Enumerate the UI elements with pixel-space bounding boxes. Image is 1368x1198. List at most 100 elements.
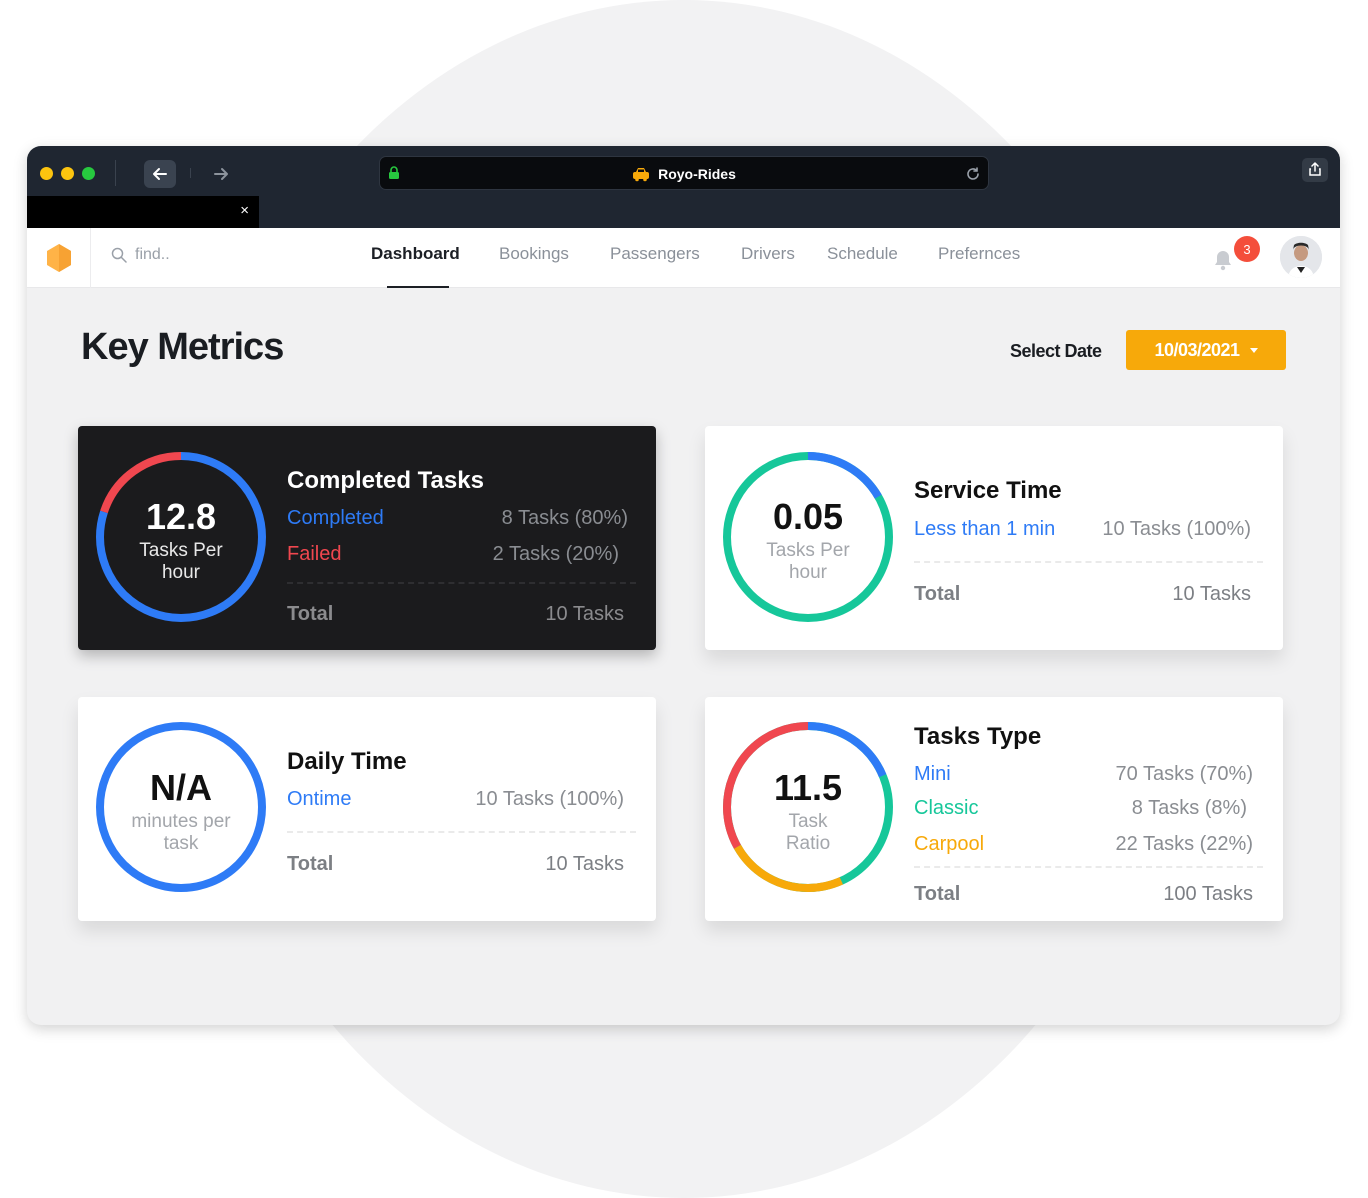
browser-window: Royo-Rides × find.. Dashboard Bookings P… [27, 146, 1340, 1025]
search-input[interactable]: find.. [135, 246, 170, 263]
divider [287, 831, 636, 833]
forward-button[interactable] [205, 160, 237, 188]
nav-dashboard[interactable]: Dashboard [371, 244, 460, 263]
nav-divider [190, 168, 191, 178]
search-box[interactable]: find.. [111, 246, 170, 264]
total-label: Total [914, 883, 961, 905]
user-avatar-icon [1280, 236, 1322, 278]
row-label-ontime: Ontime [287, 788, 352, 810]
daily-time-ring [96, 722, 266, 892]
row-label-failed: Failed [287, 543, 342, 565]
share-button[interactable] [1302, 158, 1328, 182]
page-title: Key Metrics [81, 326, 284, 368]
titlebar-divider [115, 160, 116, 186]
ring-center: 11.5 Task Ratio [721, 767, 895, 855]
app-logo[interactable] [27, 228, 91, 288]
service-time-ring [723, 452, 893, 622]
ring-segment-failed [96, 452, 266, 622]
ring-subtitle-2: hour [161, 562, 201, 583]
window-close-dot[interactable] [40, 167, 53, 180]
date-value: 10/03/2021 [1154, 339, 1240, 360]
row-value-less-than-1-min: 10 Tasks (100%) [1102, 518, 1251, 540]
address-bar[interactable]: Royo-Rides [379, 156, 989, 190]
ring-subtitle-1: Tasks Per [766, 540, 850, 561]
date-picker-button[interactable]: 10/03/2021 [1126, 330, 1286, 370]
ring-value: 0.05 [772, 496, 844, 537]
total-label: Total [287, 603, 334, 625]
avatar[interactable] [1280, 236, 1322, 278]
select-date-label: Select Date [1010, 341, 1102, 361]
notification-badge: 3 [1234, 236, 1260, 262]
caret-down-icon [1249, 347, 1258, 353]
completed-tasks-card: 12.8 Tasks Per hour Completed Tasks Comp… [78, 426, 656, 650]
hexagon-logo-icon [46, 244, 71, 272]
ring-center: 0.05 Tasks Per hour [721, 496, 895, 584]
row-value-classic: 8 Tasks (8%) [1131, 797, 1247, 819]
tab-close-icon[interactable]: × [240, 202, 249, 219]
row-value-completed: 8 Tasks (80%) [501, 507, 628, 529]
ring-value: 11.5 [773, 767, 843, 808]
ring-segment-carpool [723, 722, 893, 892]
tasks-type-card: 11.5 Task Ratio Tasks Type Mini 70 Tasks… [705, 697, 1283, 921]
total-label: Total [914, 583, 961, 605]
ring-center: 12.8 Tasks Per hour [94, 496, 268, 584]
share-icon [1309, 162, 1321, 176]
total-value: 10 Tasks [1172, 583, 1251, 605]
ring-value: N/A [150, 767, 212, 808]
row-label-mini: Mini [914, 763, 951, 785]
back-button[interactable] [144, 160, 176, 188]
site-title: Royo-Rides [658, 166, 736, 182]
app-header: find.. Dashboard Bookings Passengers Dri… [27, 228, 1340, 288]
divider [287, 582, 636, 584]
ring-segment-accent [723, 452, 893, 622]
ring-segment-red [723, 722, 893, 892]
arrow-right-icon [214, 168, 228, 180]
nav-active-indicator [387, 286, 449, 288]
window-minimize-dot[interactable] [61, 167, 74, 180]
service-time-card: 0.05 Tasks Per hour Service Time Less th… [705, 426, 1283, 650]
card-title: Service Time [914, 477, 1062, 504]
arrow-left-icon [153, 168, 167, 180]
card-title: Daily Time [287, 748, 407, 775]
row-label-classic: Classic [914, 797, 979, 819]
total-label: Total [287, 853, 334, 875]
nav-bookings[interactable]: Bookings [499, 244, 569, 263]
row-value-ontime: 10 Tasks (100%) [475, 788, 624, 810]
bell-icon[interactable] [1211, 248, 1235, 272]
daily-time-card: N/A minutes per task Daily Time Ontime 1… [78, 697, 656, 921]
divider [914, 561, 1263, 563]
search-icon [111, 247, 127, 263]
completed-tasks-ring [96, 452, 266, 622]
total-value: 10 Tasks [545, 853, 624, 875]
window-maximize-dot[interactable] [82, 167, 95, 180]
ring-subtitle-1: Task [788, 811, 828, 832]
row-label-carpool: Carpool [914, 833, 985, 855]
nav-passengers[interactable]: Passengers [610, 244, 700, 263]
nav-schedule[interactable]: Schedule [827, 244, 898, 263]
divider [914, 866, 1263, 868]
tasks-type-ring [723, 722, 893, 892]
row-value-carpool: 22 Tasks (22%) [1115, 833, 1253, 855]
row-value-failed: 2 Tasks (20%) [492, 543, 619, 565]
taxi-icon [633, 168, 650, 182]
browser-titlebar: Royo-Rides [27, 146, 1340, 196]
ring-track [96, 722, 266, 892]
ring-subtitle-2: hour [788, 562, 828, 583]
ring-subtitle-1: Tasks Per [139, 540, 223, 561]
ring-subtitle-1: minutes per [131, 811, 231, 832]
ring-subtitle-2: task [163, 833, 199, 854]
total-value: 100 Tasks [1163, 883, 1253, 905]
row-value-mini: 70 Tasks (70%) [1115, 763, 1253, 785]
row-label-less-than-1-min: Less than 1 min [914, 518, 1056, 540]
row-label-completed: Completed [287, 507, 384, 529]
nav-preferences[interactable]: Prefernces [938, 244, 1021, 263]
total-value: 10 Tasks [545, 603, 624, 625]
reload-icon[interactable] [966, 167, 980, 181]
browser-tabbar: × [27, 196, 1340, 228]
card-title: Completed Tasks [287, 467, 484, 494]
ring-center: N/A minutes per task [94, 767, 268, 855]
nav-drivers[interactable]: Drivers [741, 244, 795, 263]
card-title: Tasks Type [914, 723, 1042, 750]
browser-tab[interactable]: × [27, 196, 259, 228]
ring-subtitle-2: Ratio [785, 833, 831, 854]
